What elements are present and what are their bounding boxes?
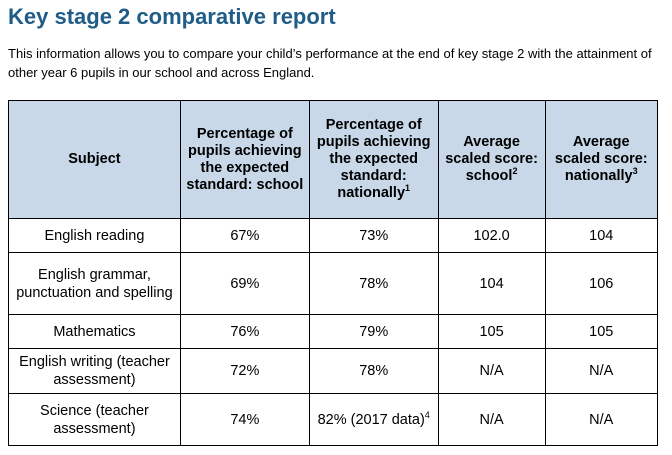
cell-subject: English reading [8,218,181,253]
cell-subject: English grammar, punctuation and spellin… [8,252,181,315]
cell-school-score: N/A [437,393,546,446]
cell-school-score: 102.0 [437,218,546,253]
cell-national-percentage: 82% (2017 data)4 [308,393,439,446]
cell-national-score: 104 [544,218,659,253]
cell-national-score: 106 [544,252,659,315]
table-row: English writing (teacher assessment) 72%… [8,348,659,394]
table-row: Mathematics 76% 79% 105 105 [8,314,659,349]
cell-school-percentage: 69% [179,252,310,315]
cell-school-percentage: 72% [179,348,310,394]
cell-school-score: 105 [437,314,546,349]
cell-national-score: 105 [544,314,659,349]
cell-subject: Science (teacher assessment) [8,393,181,446]
table-header-row: Subject Percentage of pupils achieving t… [8,100,659,219]
cell-national-score: N/A [544,393,659,446]
table-row: English grammar, punctuation and spellin… [8,252,659,315]
cell-national-percentage: 78% [308,348,439,394]
cell-school-score: N/A [437,348,546,394]
intro-paragraph: This information allows you to compare y… [8,46,652,80]
cell-national-percentage: 79% [308,314,439,349]
table-row: Science (teacher assessment) 74% 82% (20… [8,393,659,446]
cell-school-percentage: 67% [179,218,310,253]
cell-subject: English writing (teacher assessment) [8,348,181,394]
cell-national-percentage: 73% [308,218,439,253]
footnote-marker: 3 [632,166,638,177]
report-title: Key stage 2 comparative report [8,4,336,29]
footnote-marker: 2 [512,166,518,177]
header-national-score: Average scaled score: nationally3 [544,100,659,219]
cell-school-percentage: 76% [179,314,310,349]
footnote-marker: 4 [424,409,430,420]
header-subject: Subject [8,100,181,219]
table-row: English reading 67% 73% 102.0 104 [8,218,659,253]
cell-school-score: 104 [437,252,546,315]
header-national-percentage: Percentage of pupils achieving the expec… [308,100,439,219]
cell-school-percentage: 74% [179,393,310,446]
cell-subject: Mathematics [8,314,181,349]
cell-national-percentage: 78% [308,252,439,315]
header-school-score: Average scaled score: school2 [437,100,546,219]
header-school-percentage: Percentage of pupils achieving the expec… [179,100,310,219]
comparative-table: Subject Percentage of pupils achieving t… [8,100,659,446]
footnote-marker: 1 [405,183,411,194]
cell-national-score: N/A [544,348,659,394]
